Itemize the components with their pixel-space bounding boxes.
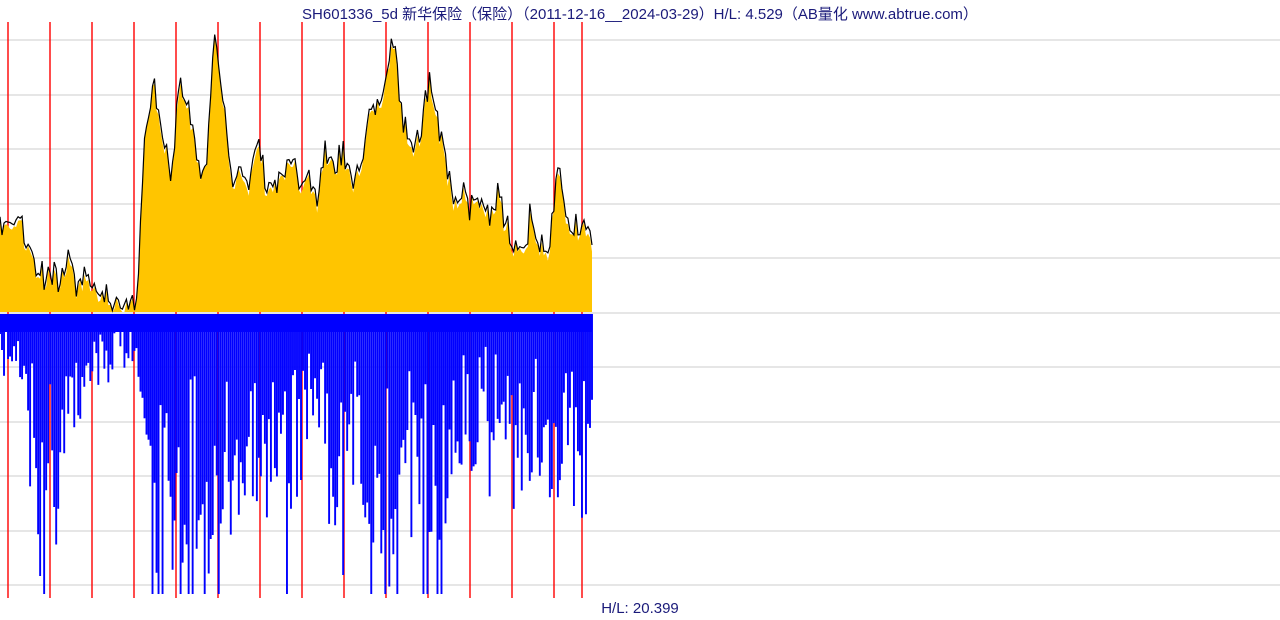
chart-footer: H/L: 20.399	[0, 600, 1280, 620]
stock-chart	[0, 22, 1280, 598]
